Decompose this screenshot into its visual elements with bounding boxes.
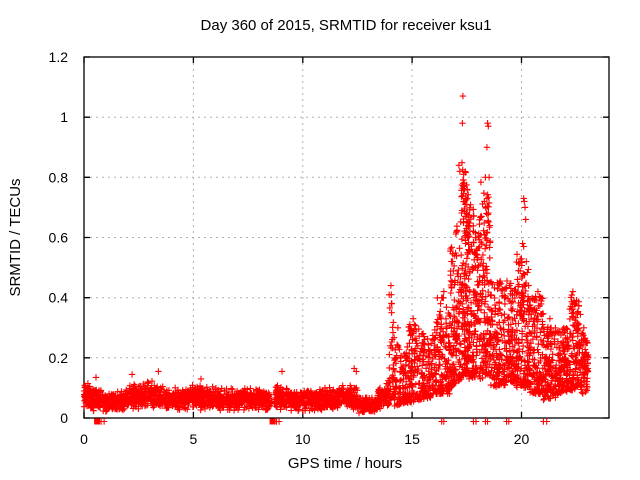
y-tick-label: 0.2 — [49, 350, 69, 366]
zero-line-markers — [97, 418, 550, 425]
x-axis-label: GPS time / hours — [288, 455, 402, 472]
axis-ticks — [83, 56, 609, 419]
x-tick-label: 15 — [404, 431, 420, 447]
y-tick-label: 1 — [60, 109, 68, 125]
x-tick-label: 20 — [514, 431, 530, 447]
x-tick-label: 10 — [295, 431, 311, 447]
y-tick-label: 1.2 — [49, 49, 69, 65]
x-tick-labels: 0 5 10 15 20 — [80, 431, 529, 447]
y-tick-labels: 0 0.2 0.4 0.6 0.8 1 1.2 — [49, 49, 69, 426]
zero-line-square-markers — [94, 418, 276, 425]
y-tick-label: 0.6 — [49, 230, 69, 246]
y-tick-label: 0.8 — [49, 169, 69, 185]
x-tick-label: 5 — [190, 431, 198, 447]
y-axis-label: SRMTID / TECUs — [7, 178, 24, 296]
y-tick-label: 0 — [60, 410, 68, 426]
chart-title: Day 360 of 2015, SRMTID for receiver ksu… — [201, 17, 492, 34]
tick-marks-path — [83, 56, 609, 419]
grid-path — [84, 57, 609, 418]
y-tick-label: 0.4 — [49, 290, 69, 306]
gridlines — [84, 57, 609, 418]
scatter-points — [80, 92, 592, 417]
x-tick-label: 0 — [80, 431, 88, 447]
